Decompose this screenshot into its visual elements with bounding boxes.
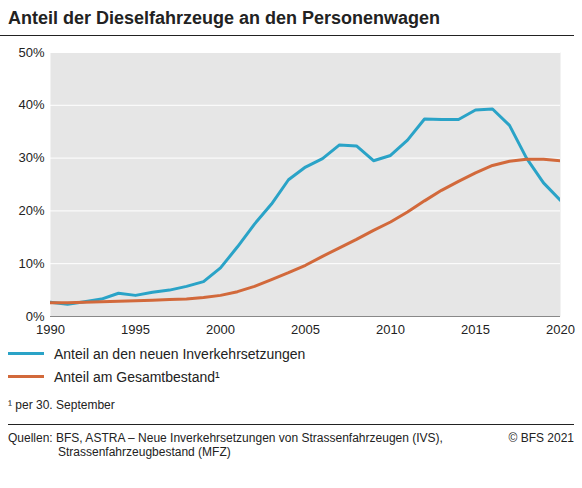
svg-text:2015: 2015 — [461, 322, 490, 337]
html-text:Anteil an den neuen Inverkehrs: Anteil an den neuen Inverkehrsetzungen — [54, 345, 306, 362]
html-text:Anteil der Dieselfahrzeuge an: Anteil der Dieselfahrzeuge an den Person… — [8, 8, 441, 28]
svg-text:2005: 2005 — [291, 322, 320, 337]
html-text:© BFS 2021: © BFS 2021 — [508, 431, 574, 445]
html-text:Strassenfahrzeugbestand (MFZ): Strassenfahrzeugbestand (MFZ) — [58, 445, 231, 459]
svg-text:2000: 2000 — [206, 322, 235, 337]
svg-text:1995: 1995 — [121, 322, 150, 337]
svg-text:40%: 40% — [18, 97, 44, 112]
html-text:¹ per 30. September: ¹ per 30. September — [8, 398, 115, 412]
svg-text:2020: 2020 — [546, 322, 575, 337]
svg-text:20%: 20% — [18, 203, 44, 218]
svg-text:30%: 30% — [18, 150, 44, 165]
svg-text:0%: 0% — [25, 308, 45, 324]
svg-text:2010: 2010 — [376, 322, 405, 337]
svg-text:10%: 10% — [18, 256, 44, 271]
svg-text:50%: 50% — [18, 45, 44, 60]
html-text:Anteil am Gesamtbestand¹: Anteil am Gesamtbestand¹ — [54, 368, 220, 385]
html-text:Quellen: BFS, ASTRA – Neue Inv: Quellen: BFS, ASTRA – Neue Inverkehrsetz… — [8, 431, 443, 445]
svg-text:1990: 1990 — [36, 322, 65, 337]
